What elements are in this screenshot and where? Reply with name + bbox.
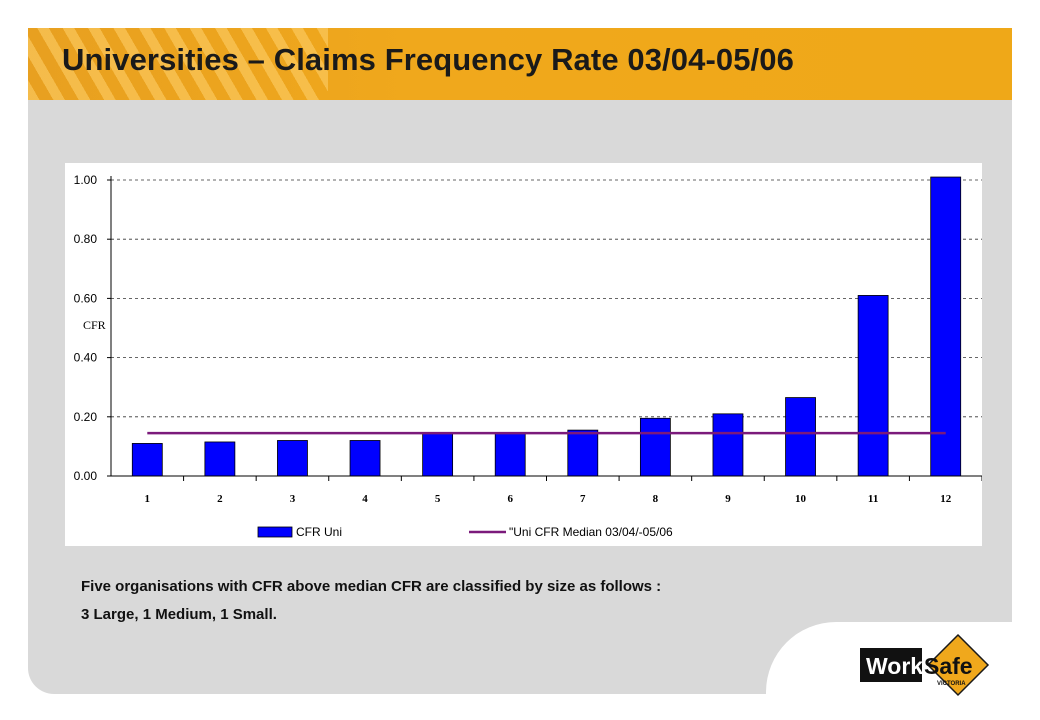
bar-6 (494, 432, 526, 477)
bar-12 (930, 176, 962, 477)
bar-7 (567, 429, 599, 477)
bar-10 (785, 397, 816, 477)
y-axis-label: CFR (83, 318, 106, 332)
y-tick-label: 0.60 (74, 291, 98, 305)
logo-word-work: Work (866, 653, 923, 679)
x-tick-label: 2 (217, 493, 223, 505)
note-line-2: 3 Large, 1 Medium, 1 Small. (81, 606, 277, 623)
bar-1 (131, 443, 163, 477)
title-bar-pattern (28, 28, 328, 100)
legend-box (197, 522, 555, 546)
logo-diamond (926, 633, 990, 697)
note-line-1: Five organisations with CFR above median… (81, 578, 662, 595)
bar-8 (639, 417, 671, 477)
x-tick-label: 1 (145, 493, 151, 505)
x-tick-label: 4 (362, 493, 368, 505)
y-tick-label: 1.00 (74, 173, 98, 187)
logo-black-panel (860, 648, 922, 682)
bar-11 (857, 295, 889, 477)
x-tick-label: 5 (435, 493, 441, 505)
bar-9 (712, 413, 744, 477)
x-tick-label: 3 (290, 493, 296, 505)
x-tick-label: 8 (653, 493, 659, 505)
bar-5 (422, 432, 454, 477)
y-tick-label: 0.40 (74, 351, 98, 365)
bar-2 (204, 441, 236, 477)
logo-subtitle: VICTORIA (937, 681, 966, 687)
logo-word-safe: Safe (924, 653, 973, 679)
x-tick-label: 11 (868, 493, 878, 505)
y-tick-label: 0.80 (74, 232, 98, 246)
x-tick-label: 9 (725, 493, 731, 505)
x-tick-label: 12 (940, 493, 952, 505)
legend-label-bar: CFR Uni (296, 525, 342, 539)
y-tick-label: 0.20 (74, 410, 98, 424)
legend-label-line: "Uni CFR Median 03/04/-05/06 (509, 525, 673, 539)
cfr-bar-chart: 0.000.200.400.600.801.001 2 3 4 5 6 7 8 9 10 11 12C… (74, 173, 982, 546)
bar-4 (349, 440, 381, 477)
title-bar (28, 28, 1012, 100)
x-tick-label: 6 (507, 493, 513, 505)
y-tick-label: 0.00 (74, 469, 98, 483)
legend-swatch-bar (257, 526, 293, 538)
bar-3 (277, 440, 308, 477)
chart-area: 0.00 0.20 0.40 0.60 0.80 1.00 1 2 3 4 5 6 7 8 9 10 11 12 C… (65, 163, 982, 546)
x-tick-label: 10 (795, 493, 807, 505)
x-tick-label: 7 (580, 493, 586, 505)
worksafe-logo: Work Safe VICTORIA (860, 633, 990, 697)
slide-title: Universities – Claims Frequency Rate 03/… (62, 42, 794, 77)
